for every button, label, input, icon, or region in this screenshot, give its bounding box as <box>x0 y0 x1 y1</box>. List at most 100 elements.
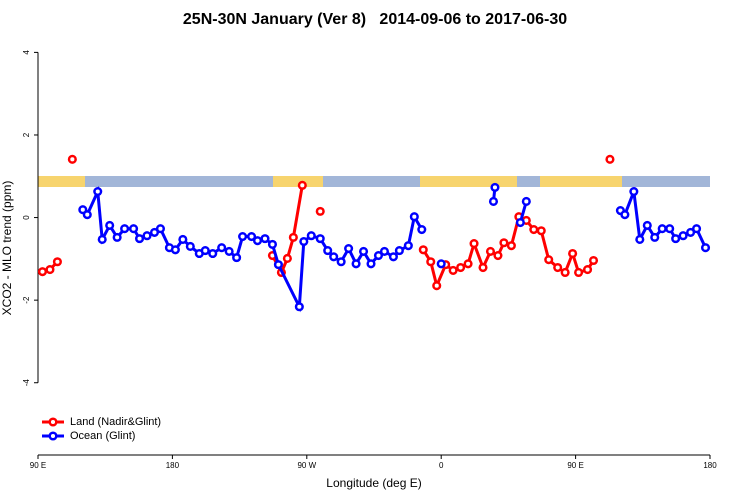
data-point <box>315 234 325 244</box>
data-point <box>448 265 458 275</box>
data-point <box>499 238 509 248</box>
data-point <box>417 224 427 235</box>
y-tick-label: 0 <box>22 215 31 220</box>
data-point <box>93 186 103 197</box>
data-point <box>129 224 139 234</box>
data-point <box>120 224 130 234</box>
legend-marker <box>48 431 58 441</box>
ocean-strip <box>38 176 710 187</box>
data-point <box>67 154 77 164</box>
x-tick-label: 90 E <box>30 461 46 470</box>
data-point <box>200 246 210 256</box>
data-point <box>700 243 711 253</box>
data-point <box>629 186 639 197</box>
data-point <box>657 224 667 234</box>
data-point <box>373 251 384 261</box>
data-point <box>358 246 369 256</box>
y-tick-label: 2 <box>22 132 31 137</box>
data-point <box>97 234 107 244</box>
land-strip <box>420 176 517 187</box>
data-point <box>620 210 630 220</box>
data-point <box>469 239 479 249</box>
data-point <box>418 245 428 255</box>
data-point <box>329 252 339 262</box>
data-point <box>544 255 554 265</box>
data-point <box>170 245 180 255</box>
data-point <box>37 267 48 277</box>
data-point <box>224 246 234 256</box>
data-point <box>478 262 488 273</box>
data-point <box>529 224 539 235</box>
data-point <box>323 246 333 256</box>
data-point <box>82 210 92 220</box>
data-point <box>105 220 115 230</box>
data-point <box>336 257 346 267</box>
data-point <box>493 251 503 261</box>
data-point <box>515 217 525 228</box>
y-tick-label: 4 <box>22 50 31 55</box>
data-point <box>134 234 145 244</box>
data-point <box>246 232 257 242</box>
y-tick-label: -2 <box>22 296 31 304</box>
data-point <box>536 226 546 236</box>
data-point <box>403 241 413 251</box>
data-point <box>490 182 500 192</box>
y-tick-label: -4 <box>22 379 31 387</box>
data-point <box>426 257 436 267</box>
data-point <box>142 231 152 241</box>
land-strip <box>540 176 622 187</box>
data-point <box>388 252 398 262</box>
data-point <box>692 224 702 234</box>
data-point <box>260 234 270 244</box>
data-point <box>149 227 160 237</box>
data-point <box>267 239 278 249</box>
x-tick-label: 180 <box>166 461 180 470</box>
data-point <box>288 232 298 242</box>
legend-marker <box>48 417 58 427</box>
series <box>39 156 613 289</box>
data-point <box>273 260 283 270</box>
data-point <box>671 234 681 244</box>
data-point <box>605 154 615 164</box>
land-strip <box>38 176 85 187</box>
data-point <box>112 232 122 242</box>
data-point <box>394 246 404 256</box>
data-point <box>665 224 675 234</box>
data-point <box>574 267 584 278</box>
series <box>78 182 711 313</box>
data-point <box>485 246 496 256</box>
data-point <box>344 243 354 254</box>
land-ocean-strip <box>38 176 710 187</box>
data-point <box>299 236 309 247</box>
data-point <box>306 231 316 241</box>
legend: Land (Nadir&Glint) Ocean (Glint) <box>42 416 161 442</box>
data-point <box>252 236 263 246</box>
data-point <box>45 265 55 275</box>
data-point <box>282 253 292 263</box>
data-point <box>155 224 166 234</box>
data-point <box>366 259 376 269</box>
data-point <box>463 259 473 269</box>
data-point <box>568 248 578 259</box>
data-point <box>678 231 688 241</box>
data-point <box>379 246 390 256</box>
x-tick-label: 90 E <box>567 461 583 470</box>
data-point <box>217 243 227 253</box>
legend-label: Ocean (Glint) <box>70 430 135 442</box>
data-point <box>553 262 563 273</box>
data-point <box>560 267 570 278</box>
data-point <box>208 248 218 259</box>
data-point <box>294 302 304 312</box>
x-tick-label: 90 W <box>297 461 316 470</box>
data-point <box>642 220 652 230</box>
x-tick-label: 0 <box>439 461 444 470</box>
data-point <box>436 259 446 269</box>
data-point <box>456 262 466 273</box>
data-point <box>315 206 325 216</box>
land-strip <box>273 176 323 187</box>
data-point <box>238 232 248 242</box>
data-point <box>232 253 242 263</box>
data-point <box>686 227 696 237</box>
chart-title: 25N-30N January (Ver 8) 2014-09-06 to 20… <box>183 11 567 28</box>
